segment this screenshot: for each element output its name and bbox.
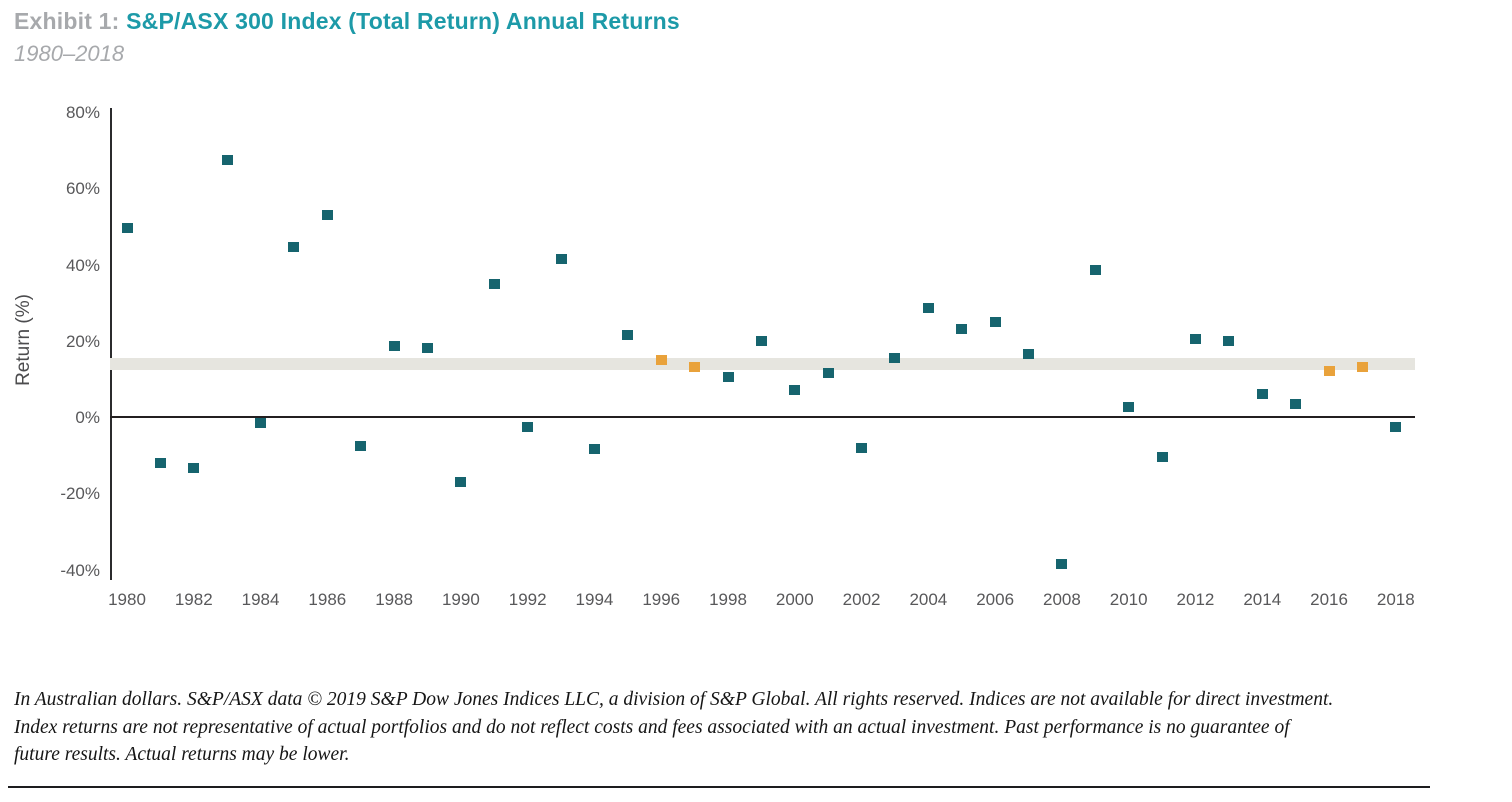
data-point-1990 xyxy=(455,476,467,487)
data-point-1984 xyxy=(255,417,267,428)
data-point-2002 xyxy=(856,442,868,453)
data-point-2006 xyxy=(989,316,1001,327)
footnote-line: Index returns are not representative of … xyxy=(14,716,1290,738)
y-tick-label: 40% xyxy=(65,255,100,275)
data-point-1991 xyxy=(488,278,500,289)
chart-subtitle: 1980–2018 xyxy=(14,41,125,66)
exhibit-label: Exhibit 1: xyxy=(14,8,120,34)
y-tick-label: 60% xyxy=(65,179,100,199)
data-point-2007 xyxy=(1023,349,1035,360)
data-point-1982 xyxy=(188,463,200,474)
data-point-1980 xyxy=(121,223,133,234)
y-tick-label: 80% xyxy=(65,103,100,122)
data-point-1988 xyxy=(388,341,400,352)
data-point-1989 xyxy=(422,343,433,354)
data-point-2017 xyxy=(1356,362,1368,373)
data-point-2000 xyxy=(789,385,801,396)
x-tick-label: 1990 xyxy=(441,590,480,609)
x-tick-label: 1984 xyxy=(241,590,280,609)
data-point-1985 xyxy=(288,242,300,253)
x-tick-label: 2004 xyxy=(909,590,948,609)
x-tick-label: 2014 xyxy=(1243,590,1282,609)
y-axis-title: Return (%) xyxy=(13,294,34,386)
x-tick-label: 2006 xyxy=(976,590,1015,609)
x-tick-label: 1996 xyxy=(642,590,681,609)
data-point-1998 xyxy=(722,371,734,382)
chart-title: S&P/ASX 300 Index (Total Return) Annual … xyxy=(126,8,680,34)
data-point-2010 xyxy=(1123,402,1135,413)
data-point-2001 xyxy=(822,368,834,379)
data-point-1981 xyxy=(154,457,166,468)
x-tick-label: 1980 xyxy=(108,590,146,609)
x-tick-label: 2012 xyxy=(1176,590,1215,609)
x-tick-label: 1986 xyxy=(308,590,347,609)
data-point-2004 xyxy=(922,303,934,314)
title-line: Exhibit 1: S&P/ASX 300 Index (Total Retu… xyxy=(14,8,680,35)
x-tick-label: 1988 xyxy=(375,590,414,609)
data-point-2015 xyxy=(1290,398,1302,409)
x-tick-label: 2018 xyxy=(1376,590,1415,609)
x-tick-label: 2016 xyxy=(1310,590,1348,609)
data-point-2016 xyxy=(1323,366,1335,377)
data-point-1983 xyxy=(221,154,233,165)
data-point-1987 xyxy=(355,440,367,451)
x-tick-label: 1992 xyxy=(508,590,547,609)
data-point-1994 xyxy=(588,444,600,455)
footnote-line: In Australian dollars. S&P/ASX data © 20… xyxy=(14,689,1334,710)
chart-header: Exhibit 1: S&P/ASX 300 Index (Total Retu… xyxy=(14,8,680,67)
y-tick-label: 0% xyxy=(75,408,100,427)
data-point-1992 xyxy=(522,421,534,432)
footnote-line: future results. Actual returns may be lo… xyxy=(14,744,350,765)
data-point-1999 xyxy=(755,335,767,346)
bottom-rule xyxy=(8,786,1430,788)
data-point-1993 xyxy=(555,253,567,264)
x-tick-label: 1998 xyxy=(709,590,747,609)
x-tick-label: 1994 xyxy=(575,590,614,609)
average-return-band xyxy=(110,357,1415,371)
data-point-2003 xyxy=(889,352,901,363)
data-point-2009 xyxy=(1089,265,1101,276)
y-tick-label: -20% xyxy=(60,484,100,504)
x-tick-label: 1982 xyxy=(174,590,213,609)
x-tick-label: 2010 xyxy=(1109,590,1148,609)
x-tick-label: 2002 xyxy=(842,590,881,609)
data-point-2013 xyxy=(1223,335,1235,346)
data-point-1997 xyxy=(689,362,701,373)
data-point-1995 xyxy=(622,330,634,341)
data-point-2014 xyxy=(1256,389,1268,400)
x-tick-label: 2008 xyxy=(1042,590,1081,609)
scatter-chart: Return (%) 80% 60% 40% 20% 0% -20% -40% 1980 198… xyxy=(13,103,1415,609)
zero-baseline xyxy=(110,416,1415,418)
data-point-2018 xyxy=(1390,421,1402,432)
data-point-2011 xyxy=(1156,452,1168,463)
data-point-2008 xyxy=(1056,558,1068,569)
data-point-1986 xyxy=(321,209,333,220)
y-tick-label: -40% xyxy=(60,560,100,580)
data-point-2012 xyxy=(1189,333,1201,344)
y-tick-label: 20% xyxy=(65,331,100,351)
data-point-1996 xyxy=(655,354,667,365)
footnote: In Australian dollars. S&P/ASX data © 20… xyxy=(14,686,1454,769)
data-point-2005 xyxy=(956,324,968,335)
x-tick-label: 2000 xyxy=(775,590,814,609)
y-axis-line xyxy=(110,108,112,580)
